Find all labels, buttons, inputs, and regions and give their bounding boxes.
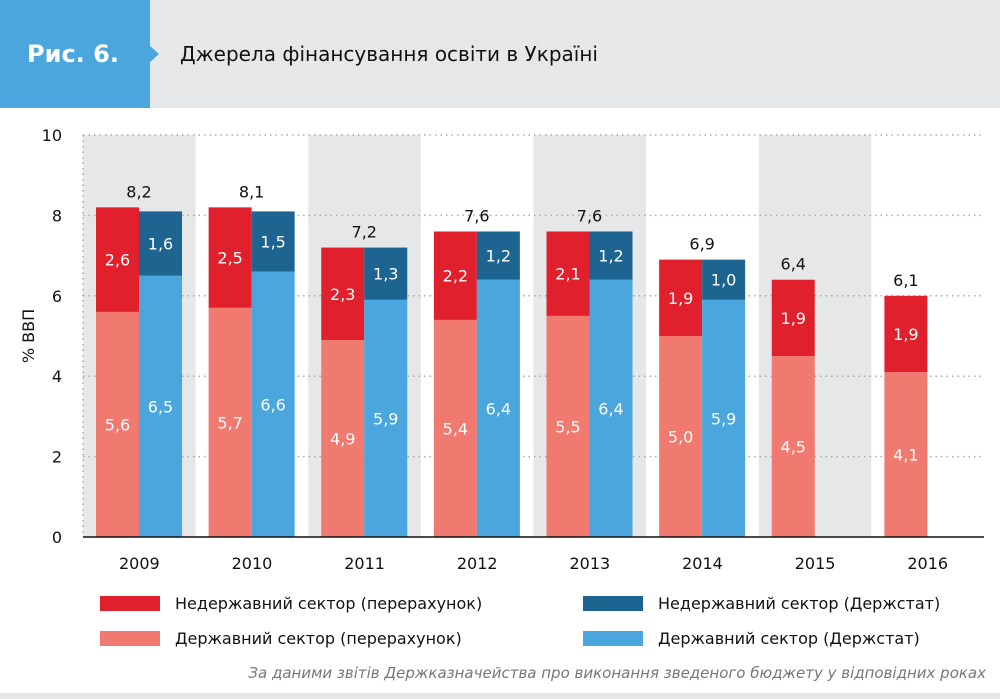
y-axis-label: % ВВП — [19, 309, 38, 363]
x-tick-label: 2010 — [232, 554, 273, 573]
bar-value-label: 5,0 — [668, 428, 693, 447]
legend-item-nonstate-stat: Недержавний сектор (Держстат) — [583, 594, 940, 613]
bar-segment — [884, 372, 928, 537]
bar-segment — [702, 299, 746, 537]
bar-value-label: 1,2 — [486, 247, 511, 266]
bar-value-label: 5,7 — [217, 413, 242, 432]
bar-segment — [476, 231, 520, 280]
bar-segment — [659, 259, 703, 336]
bar-segment — [702, 259, 746, 300]
y-tick-label: 8 — [52, 206, 62, 225]
bar-value-label: 1,3 — [373, 265, 398, 284]
legend-item-state-recalc: Державний сектор (перерахунок) — [100, 629, 462, 648]
x-tick-label: 2013 — [569, 554, 610, 573]
bar-value-label: 4,5 — [781, 438, 806, 457]
bar-segment — [96, 207, 139, 312]
x-tick-label: 2015 — [795, 554, 836, 573]
bar-chart: 0 2 4 6 8 10 % ВВП 5,6 2,6 6,5 1,6 8,2 2009 5,7 2,5 6,6… — [19, 126, 984, 573]
bar-segment — [884, 295, 928, 373]
legend-swatch — [583, 596, 643, 611]
total-label: 6,9 — [689, 235, 714, 254]
bar-value-label: 5,6 — [105, 415, 130, 434]
bar-segment — [208, 307, 252, 537]
bar-value-label: 2,1 — [555, 265, 580, 284]
total-label: 7,6 — [464, 206, 489, 225]
bar-value-label: 2,3 — [330, 285, 355, 304]
bar-segment — [589, 231, 633, 280]
bar-segment — [771, 279, 815, 357]
bar-value-label: 1,5 — [260, 233, 285, 252]
bar-segment — [546, 231, 590, 316]
bar-value-label: 2,6 — [105, 251, 130, 270]
bar-segment — [546, 315, 590, 537]
legend-label: Державний сектор (Держстат) — [658, 629, 920, 648]
total-label: 7,6 — [577, 206, 602, 225]
bar-value-label: 5,9 — [373, 409, 398, 428]
legend-item-nonstate-recalc: Недержавний сектор (перерахунок) — [100, 594, 482, 613]
bar-value-label: 2,2 — [443, 267, 468, 286]
bar-value-label: 1,6 — [148, 235, 173, 254]
x-tick-label: 2012 — [457, 554, 498, 573]
y-tick-label: 2 — [52, 448, 62, 467]
bar-value-label: 1,9 — [781, 309, 806, 328]
bar-segment — [251, 211, 295, 272]
total-label: 7,2 — [352, 223, 377, 242]
bar-segment — [433, 231, 477, 320]
bar-segment — [476, 279, 520, 537]
bar-value-label: 5,4 — [443, 419, 468, 438]
bar-value-label: 4,1 — [893, 446, 918, 465]
source-note: За даними звітів Держказначейства про ви… — [248, 664, 986, 682]
bar-segment — [321, 340, 365, 537]
bar-value-label: 1,2 — [598, 247, 623, 266]
bar-segment — [96, 311, 139, 537]
legend-label: Недержавний сектор (перерахунок) — [175, 594, 483, 613]
footer-bar — [0, 693, 1000, 699]
bar-value-label: 6,5 — [148, 397, 173, 416]
bar-segment — [433, 319, 477, 537]
x-tick-label: 2011 — [344, 554, 385, 573]
x-tick-label: 2016 — [907, 554, 948, 573]
total-label: 6,4 — [781, 255, 806, 274]
total-label: 8,1 — [239, 182, 264, 201]
x-tick-label: 2009 — [119, 554, 160, 573]
bar-segment — [364, 247, 408, 300]
bar-value-label: 1,0 — [711, 271, 736, 290]
x-tick-label: 2014 — [682, 554, 723, 573]
legend-swatch — [583, 631, 643, 646]
legend-swatch — [100, 631, 160, 646]
bar-segment — [659, 336, 703, 537]
bar-value-label: 6,6 — [260, 395, 285, 414]
bar-segment — [364, 299, 408, 537]
y-tick-label: 4 — [52, 367, 62, 386]
bar-value-label: 6,4 — [486, 399, 511, 418]
bar-value-label: 2,5 — [217, 249, 242, 268]
legend-swatch — [100, 596, 160, 611]
y-tick-label: 0 — [52, 528, 62, 547]
chart-title: Джерела фінансування освіти в Україні — [180, 42, 598, 66]
total-label: 8,2 — [126, 182, 151, 201]
y-tick-label: 6 — [52, 287, 62, 306]
bar-segment — [139, 275, 182, 537]
legend-label: Державний сектор (перерахунок) — [175, 629, 462, 648]
bar-value-label: 4,9 — [330, 430, 355, 449]
y-tick-label: 10 — [42, 126, 62, 145]
legend-item-state-stat: Державний сектор (Держстат) — [583, 629, 920, 648]
figure-label: Рис. 6. — [0, 0, 159, 108]
bar-value-label: 6,4 — [598, 399, 623, 418]
bar-value-label: 1,9 — [893, 325, 918, 344]
bar-segment — [139, 211, 182, 276]
bar-segment — [251, 271, 295, 537]
bar-value-label: 5,9 — [711, 409, 736, 428]
bar-segment — [208, 207, 252, 308]
header-bar: Рис. 6. Джерела фінансування освіти в Ук… — [0, 0, 1000, 108]
bar-segment — [321, 247, 365, 341]
bar-segment — [589, 279, 633, 537]
bar-value-label: 1,9 — [668, 289, 693, 308]
bar-value-label: 5,5 — [555, 417, 580, 436]
legend-label: Недержавний сектор (Держстат) — [658, 594, 941, 613]
bar-segment — [771, 356, 815, 537]
total-label: 6,1 — [893, 271, 918, 290]
